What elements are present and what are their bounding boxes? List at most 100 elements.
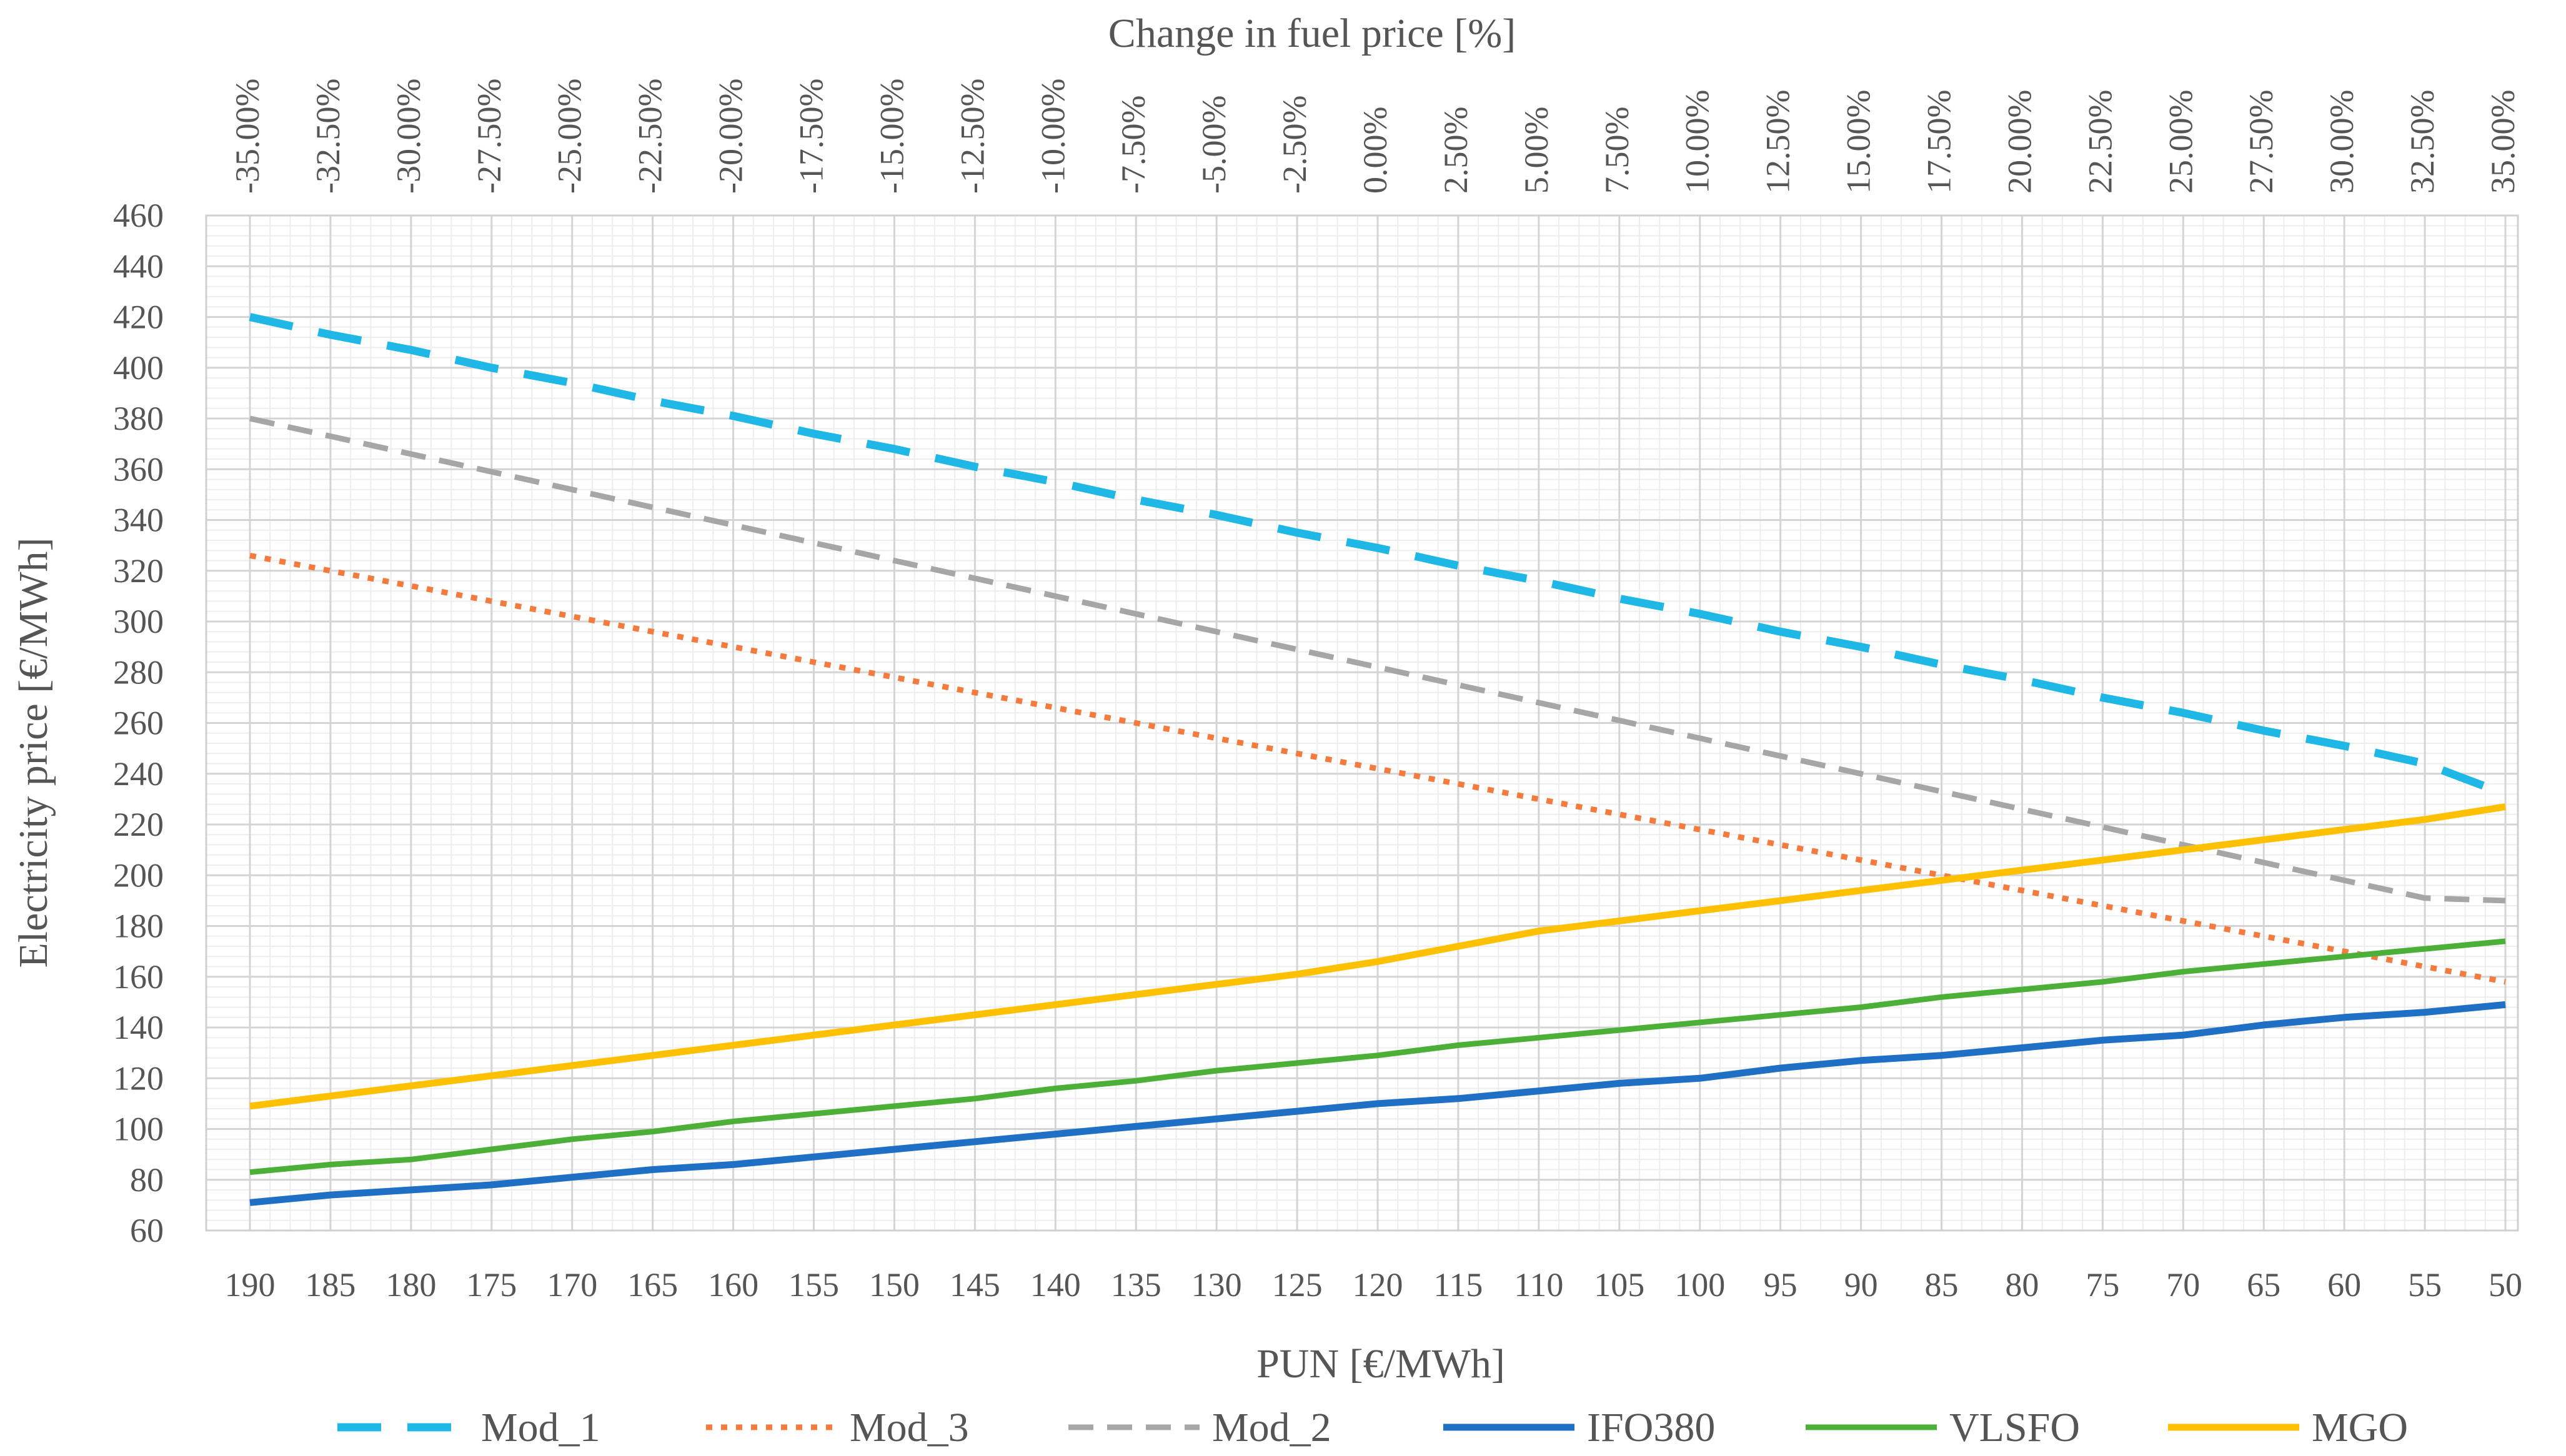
legend-label-ifo380: IFO380	[1587, 1405, 1715, 1450]
top-tick-label: 20.00%	[2001, 90, 2038, 194]
y-tick-label: 240	[113, 755, 164, 793]
top-tick-label: -32.50%	[309, 79, 347, 194]
top-tick-label: 17.50%	[1921, 90, 1958, 194]
x-tick-label: 185	[305, 1266, 356, 1304]
top-tick-label: -30.00%	[390, 79, 427, 194]
top-tick-label: 12.50%	[1759, 90, 1797, 194]
y-tick-label: 180	[113, 908, 164, 945]
legend-label-mgo: MGO	[2312, 1405, 2408, 1450]
x-tick-label: 170	[547, 1266, 597, 1304]
x-tick-label: 175	[466, 1266, 517, 1304]
y-tick-label: 300	[113, 603, 164, 640]
y-tick-label: 460	[113, 197, 164, 234]
x-tick-label: 145	[950, 1266, 1000, 1304]
series-line-vlsfo	[249, 938, 2506, 1176]
x-tick-label: 115	[1433, 1266, 1483, 1304]
x-tick-label: 165	[627, 1266, 678, 1304]
y-tick-label: 80	[130, 1161, 164, 1199]
x-tick-label: 65	[2247, 1266, 2280, 1304]
y-tick-label: 260	[113, 705, 164, 742]
legend-label-mod-1: Mod_1	[481, 1405, 600, 1450]
top-tick-label: -10.00%	[1034, 79, 1072, 194]
x-tick-label: 140	[1030, 1266, 1081, 1304]
top-tick-label: 5.00%	[1518, 107, 1555, 194]
top-tick-label: -2.50%	[1276, 96, 1313, 194]
x-tick-label: 70	[2166, 1266, 2200, 1304]
series-line-mod-1	[249, 313, 2507, 798]
x-tick-label: 85	[1925, 1266, 1959, 1304]
top-tick-label: -27.50%	[470, 79, 508, 194]
x-tick-label: 90	[1844, 1266, 1878, 1304]
x-tick-label: 150	[869, 1266, 920, 1304]
x-tick-label: 55	[2408, 1266, 2442, 1304]
top-tick-label: 2.50%	[1437, 107, 1474, 194]
top-tick-label: 22.50%	[2081, 90, 2119, 194]
top-tick-label: 7.50%	[1598, 107, 1636, 194]
x-tick-label: 180	[385, 1266, 436, 1304]
y-tick-label: 60	[130, 1212, 164, 1249]
series-lines	[249, 313, 2507, 1206]
top-axis-title: Change in fuel price [%]	[1108, 11, 1516, 56]
x-tick-label: 160	[708, 1266, 758, 1304]
x-tick-label: 125	[1272, 1266, 1323, 1304]
top-tick-label: -35.00%	[229, 79, 266, 194]
y-tick-label: 360	[113, 450, 164, 488]
x-tick-label: 60	[2327, 1266, 2361, 1304]
legend-label-vlsfo: VLSFO	[1949, 1405, 2080, 1450]
top-tick-label: 35.00%	[2484, 90, 2522, 194]
top-tick-label: -20.00%	[712, 79, 750, 194]
y-tick-label: 140	[113, 1009, 164, 1046]
y-tick-label: 400	[113, 349, 164, 387]
top-tick-label: 30.00%	[2323, 90, 2360, 194]
x-tick-label: 105	[1594, 1266, 1644, 1304]
x-tick-label: 95	[1764, 1266, 1798, 1304]
series-line-mgo	[249, 803, 2506, 1110]
legend-label-mod-3: Mod_3	[850, 1405, 969, 1450]
series-line-ifo380	[249, 1001, 2506, 1206]
top-tick-label: -15.00%	[873, 79, 910, 194]
x-tick-label: 130	[1191, 1266, 1242, 1304]
y-tick-label: 160	[113, 958, 164, 996]
y-tick-label: 440	[113, 247, 164, 285]
top-tick-label: -5.00%	[1195, 96, 1233, 194]
x-tick-label: 110	[1514, 1266, 1563, 1304]
legend: Mod_1 Mod_3 Mod_2 IFO380 VLSFO MGO	[337, 1405, 2408, 1450]
y-tick-label: 280	[113, 653, 164, 691]
y-tick-label: 220	[113, 806, 164, 843]
y-axis-title: Electricity price [€/MWh]	[11, 537, 56, 968]
y-tick-label: 420	[113, 299, 164, 336]
top-tick-label: 10.00%	[1679, 90, 1716, 194]
top-tick-label: 15.00%	[1840, 90, 1877, 194]
x-tick-label: 75	[2086, 1266, 2119, 1304]
top-tick-label: -7.50%	[1115, 96, 1152, 194]
x-tick-label: 190	[225, 1266, 276, 1304]
y-tick-label: 340	[113, 502, 164, 539]
y-axis-ticks: 60 80 100 120 140 160 180 200 220 240 260 280 300 320…	[113, 197, 164, 1249]
top-tick-label: 27.50%	[2242, 90, 2280, 194]
top-tick-label: -25.00%	[551, 79, 589, 194]
y-tick-label: 200	[113, 856, 164, 894]
top-axis-ticks: -35.00% -32.50% -30.00% -27.50% -25.00% -22.5…	[229, 79, 2522, 194]
top-tick-label: -17.50%	[793, 79, 830, 194]
top-tick-label: 32.50%	[2404, 90, 2441, 194]
x-tick-label: 80	[2005, 1266, 2039, 1304]
x-tick-label: 50	[2489, 1266, 2522, 1304]
x-axis-ticks: 190 185 180 175 170 165 160 155 150 145 140 135 130 1…	[225, 1266, 2523, 1304]
legend-label-mod-2: Mod_2	[1212, 1405, 1331, 1450]
x-tick-label: 155	[788, 1266, 839, 1304]
x-tick-label: 135	[1111, 1266, 1161, 1304]
x-tick-label: 120	[1353, 1266, 1403, 1304]
top-tick-label: -22.50%	[632, 79, 669, 194]
y-tick-label: 120	[113, 1059, 164, 1097]
x-tick-label: 100	[1674, 1266, 1725, 1304]
plot-frame	[205, 214, 2519, 1232]
top-tick-label: 25.00%	[2162, 90, 2199, 194]
major-gridlines	[205, 214, 2519, 1232]
top-tick-label: -12.50%	[953, 79, 991, 194]
x-axis-title: PUN [€/MWh]	[1256, 1341, 1505, 1387]
y-tick-label: 320	[113, 552, 164, 590]
y-tick-label: 100	[113, 1111, 164, 1148]
y-tick-label: 380	[113, 400, 164, 437]
top-tick-label: 0.00%	[1356, 107, 1394, 194]
